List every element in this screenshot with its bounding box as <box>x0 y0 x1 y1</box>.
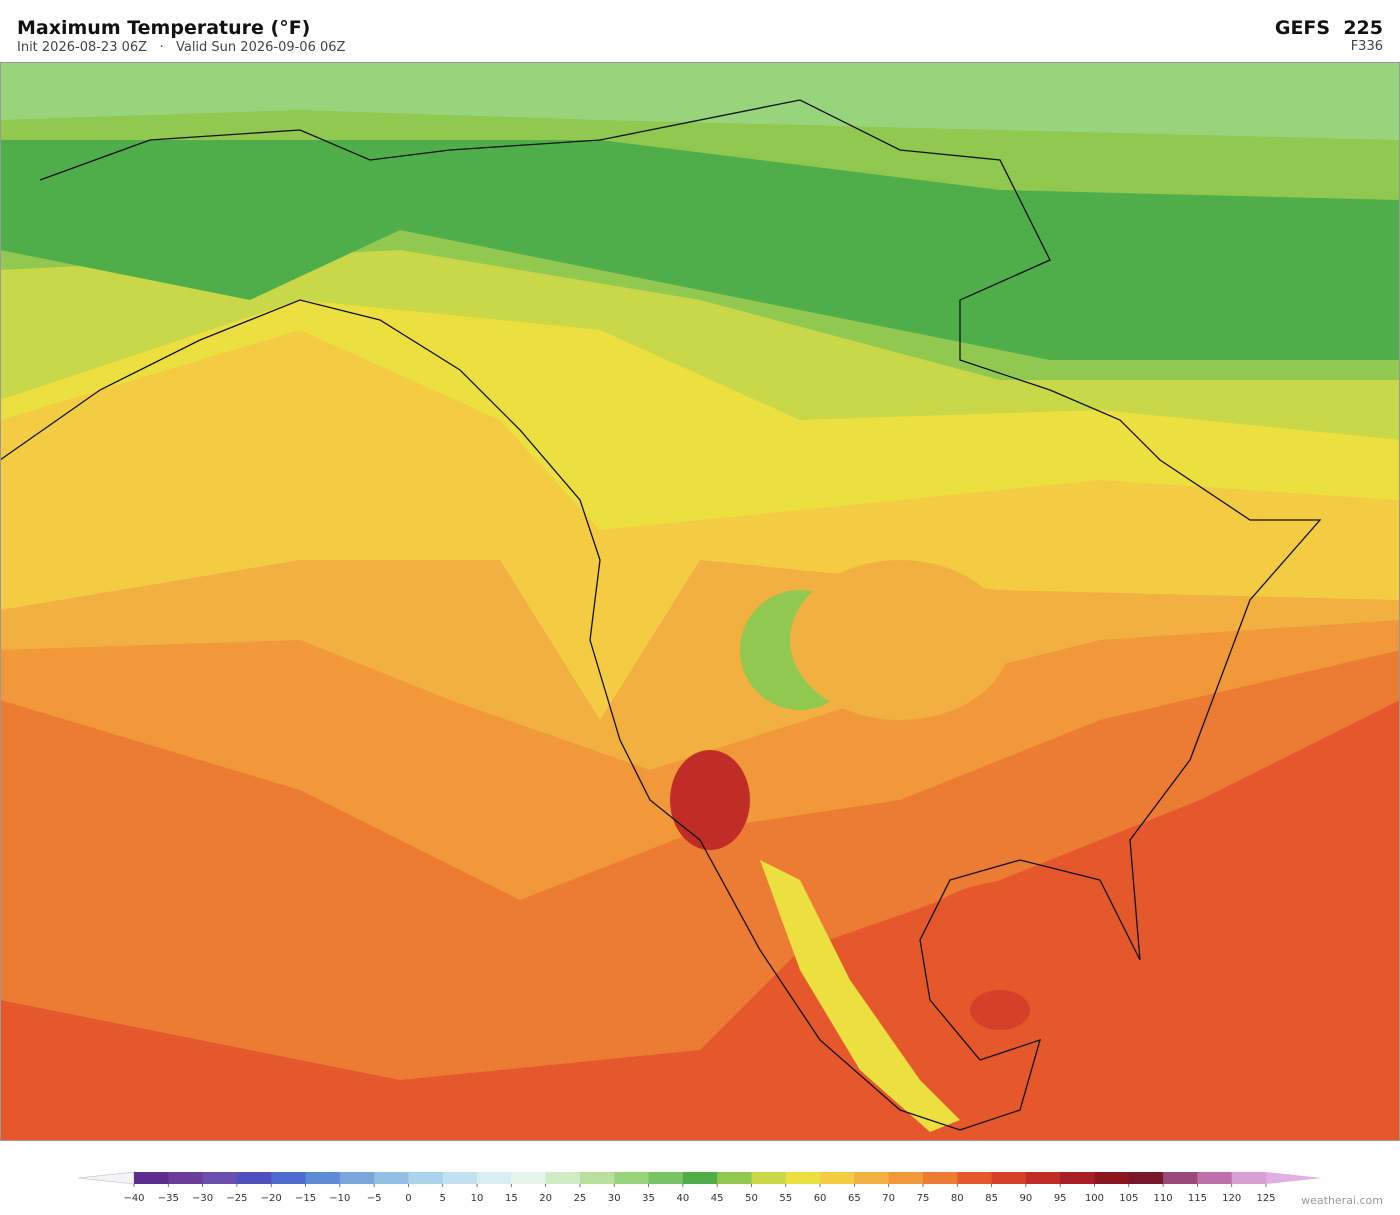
colorbar-swatch <box>271 1172 307 1184</box>
colorbar-label: 85 <box>985 1193 998 1204</box>
colorbar-swatch <box>1060 1172 1095 1184</box>
colorbar-swatch <box>374 1172 409 1184</box>
colorbar-label: 115 <box>1188 1193 1207 1204</box>
colorbar-label: 95 <box>1054 1193 1067 1204</box>
colorbar-label: 75 <box>917 1193 930 1204</box>
colorbar-swatch <box>751 1172 787 1184</box>
colorbar-swatch <box>1163 1172 1198 1184</box>
colorbar-label: 120 <box>1222 1193 1241 1204</box>
colorbar-swatch <box>134 1172 169 1184</box>
colorbar-swatch <box>991 1172 1027 1184</box>
colorbar-label: 45 <box>711 1193 724 1204</box>
colorbar-label: 25 <box>574 1193 587 1204</box>
colorbar-label: 20 <box>539 1193 552 1204</box>
colorbar-label: 15 <box>505 1193 518 1204</box>
colorbar-swatch <box>957 1172 993 1184</box>
colorbar-swatch <box>511 1172 547 1184</box>
colorbar-label: −25 <box>226 1193 247 1204</box>
colorbar-swatch <box>579 1172 615 1184</box>
colorbar-label: 30 <box>608 1193 621 1204</box>
subtitle: Init 2026-08-23 06Z · Valid Sun 2026-09-… <box>17 40 346 55</box>
title: Maximum Temperature (°F) <box>17 17 310 39</box>
colorbar-label: 35 <box>642 1193 655 1204</box>
colorbar-swatch <box>1231 1172 1267 1184</box>
colorbar-swatch <box>1025 1172 1061 1184</box>
colorbar-label: −5 <box>367 1193 382 1204</box>
colorbar-label: −20 <box>261 1193 282 1204</box>
colorbar-label: 50 <box>745 1193 758 1204</box>
colorbar-swatch <box>717 1172 752 1184</box>
forecast-hour: F336 <box>1351 39 1383 54</box>
colorbar: −40 −35 −30 −25 −20 −15 −10 −5 0 5 10 15 20 25 30 35 40 4… <box>77 1171 1322 1204</box>
watermark: weatherai.com <box>1301 1194 1383 1207</box>
colorbar-extend-low <box>77 1171 135 1185</box>
colorbar-swatch <box>922 1172 958 1184</box>
colorbar-swatch <box>408 1172 444 1184</box>
colorbar-swatch <box>168 1172 204 1184</box>
colorbar-swatch <box>820 1172 855 1184</box>
colorbar-label: −35 <box>158 1193 179 1204</box>
colorbar-label: 55 <box>779 1193 792 1204</box>
colorbar-swatch <box>545 1172 581 1184</box>
colorbar-label: −30 <box>192 1193 213 1204</box>
colorbar-swatch <box>614 1172 650 1184</box>
colorbar-swatch <box>888 1172 924 1184</box>
colorbar-label: −40 <box>123 1193 144 1204</box>
colorbar-label: 110 <box>1154 1193 1173 1204</box>
colorbar-swatch <box>682 1172 718 1184</box>
colorbar-swatch <box>854 1172 890 1184</box>
colorbar-label: 125 <box>1256 1193 1275 1204</box>
colorbar-label: 70 <box>882 1193 895 1204</box>
colorbar-swatch <box>305 1172 341 1184</box>
colorbar-swatch <box>1128 1172 1164 1184</box>
colorbar-swatch <box>648 1172 684 1184</box>
colorbar-label: 90 <box>1020 1193 1033 1204</box>
colorbar-label: −15 <box>295 1193 316 1204</box>
colorbar-swatch <box>442 1172 478 1184</box>
colorbar-label: 5 <box>440 1193 446 1204</box>
colorbar-label: 105 <box>1119 1193 1138 1204</box>
colorbar-swatch <box>1197 1172 1233 1184</box>
colorbar-label: −10 <box>329 1193 350 1204</box>
model: GEFS 225 <box>1275 17 1383 39</box>
colorbar-extend-high <box>1266 1172 1322 1184</box>
colorbar-swatch <box>477 1172 512 1184</box>
colorbar-label: 80 <box>951 1193 964 1204</box>
map <box>0 62 1400 1141</box>
colorbar-swatch <box>339 1172 375 1184</box>
colorbar-label: 65 <box>848 1193 861 1204</box>
colorbar-swatch <box>236 1172 272 1184</box>
colorbar-label: 60 <box>814 1193 827 1204</box>
colorbar-label: 0 <box>405 1193 411 1204</box>
colorbar-label: 10 <box>471 1193 484 1204</box>
colorbar-swatch <box>1094 1172 1130 1184</box>
colorbar-swatch <box>202 1172 238 1184</box>
colorbar-label: 100 <box>1085 1193 1104 1204</box>
colorbar-swatch <box>785 1172 821 1184</box>
colorbar-label: 40 <box>676 1193 689 1204</box>
